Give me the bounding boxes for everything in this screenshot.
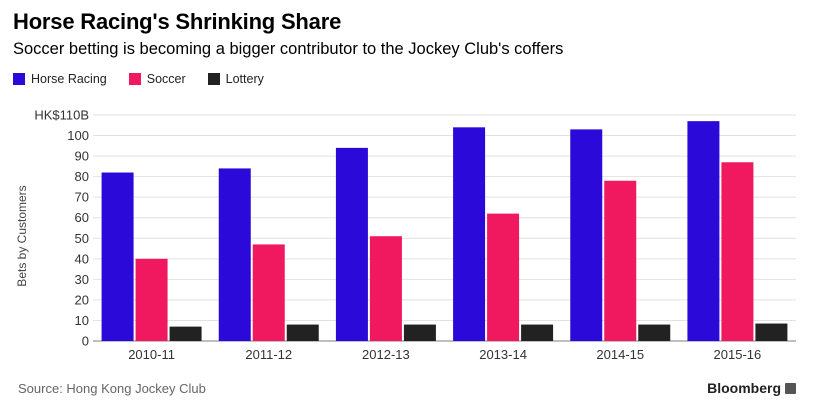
chart-title: Horse Racing's Shrinking Share	[13, 9, 342, 34]
legend-item-soccer: Soccer	[128, 72, 186, 86]
x-tick-label: 2015-16	[714, 347, 762, 362]
bar-horse-racing	[687, 121, 720, 341]
bar-lottery	[403, 324, 436, 341]
legend-swatch-lottery	[207, 73, 220, 85]
y-tick-label: 10	[75, 313, 89, 328]
bar-lottery	[755, 323, 788, 341]
bar-soccer	[721, 162, 754, 341]
y-tick-label: 80	[75, 169, 89, 184]
bar-lottery	[286, 324, 319, 341]
y-tick-label: 0	[82, 334, 89, 349]
legend-label-soccer: Soccer	[146, 72, 186, 86]
y-axis-label: Bets by Customers	[15, 185, 29, 286]
y-tick-label: 40	[75, 251, 89, 266]
y-tick-label: 20	[75, 292, 89, 307]
x-tick-label: 2011-12	[245, 347, 292, 362]
brand-name: Bloomberg	[707, 380, 781, 396]
y-tick-label: 90	[75, 149, 89, 164]
legend-item-lottery: Lottery	[207, 72, 264, 86]
bar-soccer	[487, 213, 520, 341]
bar-soccer	[252, 244, 285, 341]
legend: Horse Racing Soccer Lottery	[13, 72, 286, 86]
bar-horse-racing	[453, 127, 486, 341]
bloomberg-mark-icon	[785, 382, 796, 394]
bar-horse-racing	[335, 147, 368, 341]
y-tick-label: 70	[75, 190, 89, 205]
legend-item-horse-racing: Horse Racing	[13, 72, 107, 86]
x-tick-label: 2013-14	[479, 347, 527, 362]
bar-soccer	[135, 258, 168, 341]
bar-lottery	[521, 324, 554, 341]
bar-lottery	[169, 326, 202, 341]
bar-horse-racing	[101, 172, 134, 341]
bar-horse-racing	[570, 129, 603, 341]
bar-horse-racing	[218, 168, 251, 341]
x-tick-label: 2012-13	[362, 347, 410, 362]
brand-logo: Bloomberg	[707, 380, 796, 396]
bar-soccer	[369, 236, 402, 341]
bar-lottery	[638, 324, 671, 341]
y-tick-label: 60	[75, 210, 89, 225]
legend-swatch-soccer	[128, 73, 141, 85]
y-tick-label: HK$110B	[34, 108, 89, 123]
y-tick-label: 50	[75, 231, 89, 246]
chart-subtitle: Soccer betting is becoming a bigger cont…	[13, 40, 564, 58]
x-tick-label: 2014-15	[596, 347, 644, 362]
x-tick-label: 2010-11	[128, 347, 175, 362]
legend-label-horse-racing: Horse Racing	[31, 72, 107, 86]
y-tick-label: 100	[67, 128, 89, 143]
y-tick-label: 30	[75, 272, 89, 287]
bar-soccer	[604, 180, 637, 341]
source-note: Source: Hong Kong Jockey Club	[18, 381, 206, 396]
legend-swatch-horse-racing	[13, 73, 25, 85]
legend-label-lottery: Lottery	[225, 72, 264, 86]
